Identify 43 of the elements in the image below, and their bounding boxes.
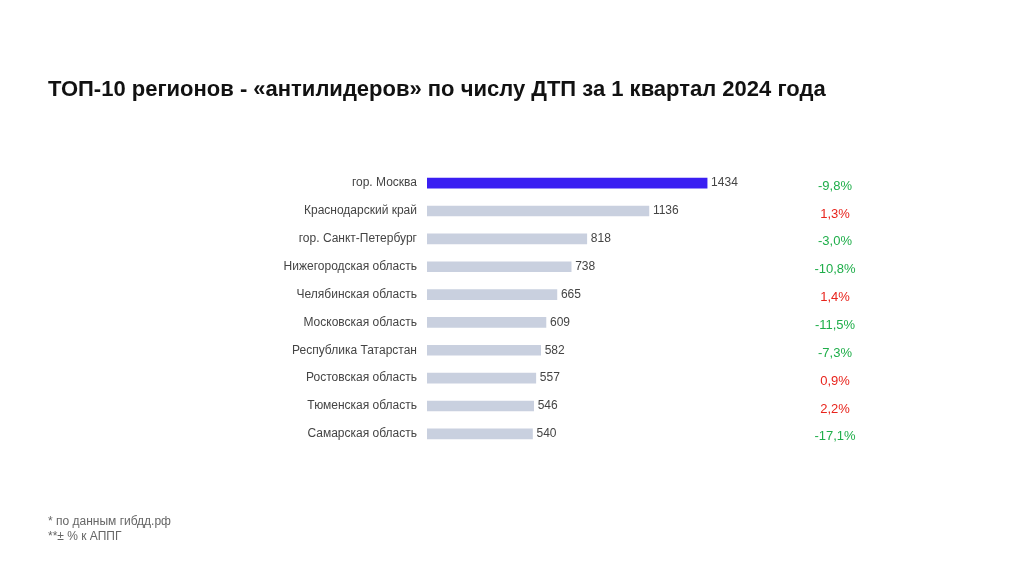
- text: -9,8%: [818, 177, 853, 193]
- bar: [427, 372, 537, 384]
- text: * по данным гибдд.рф: [48, 514, 171, 529]
- text: 2,2%: [820, 400, 851, 416]
- text: -11,5%: [814, 317, 856, 333]
- text: -3,0%: [818, 233, 853, 249]
- y-tick-label: Самарская область: [307, 426, 417, 441]
- text: **± % к АППГ: [48, 529, 123, 544]
- y-tick-label: Челябинская область: [296, 286, 417, 301]
- data-label: 1434: [711, 175, 739, 190]
- data-label: 818: [590, 231, 612, 246]
- data-label: 546: [537, 398, 558, 413]
- y-tick-label: гор. Москва: [351, 175, 418, 190]
- text: 1,4%: [820, 289, 851, 305]
- y-tick-label: Нижегородская область: [283, 259, 417, 274]
- chart-title: ТОП-10 регионов - «антилидеров» по числу ДТП за 1 квартал 2024 года: [48, 76, 826, 102]
- text: -17,1%: [814, 428, 857, 444]
- bar: [427, 289, 558, 300]
- data-label: 540: [536, 426, 557, 441]
- data-label: 738: [575, 259, 596, 274]
- data-label: 665: [560, 286, 582, 301]
- bar: [427, 233, 588, 245]
- y-tick-label: гор. Санкт-Петербург: [298, 231, 418, 246]
- text: 1,3%: [820, 205, 851, 221]
- data-label: 609: [549, 314, 571, 329]
- data-label: 557: [539, 370, 561, 385]
- y-tick-label: Ростовская область: [306, 370, 417, 385]
- bar: [427, 400, 534, 412]
- y-tick-label: Тюменская область: [307, 398, 417, 413]
- text: -10,8%: [814, 261, 857, 277]
- bar: [427, 428, 533, 440]
- text: 0,9%: [820, 372, 851, 388]
- y-tick-label: Республика Татарстан: [292, 342, 417, 357]
- bar: [427, 344, 542, 356]
- bar: [427, 317, 547, 328]
- y-tick-label: Краснодарский край: [303, 203, 417, 218]
- data-label: 582: [544, 342, 566, 357]
- y-tick-label: Московская область: [303, 314, 417, 329]
- data-label: 1136: [652, 203, 680, 218]
- bar: [427, 205, 650, 217]
- bar: [427, 261, 572, 273]
- text: -7,3%: [818, 344, 853, 360]
- bar: [427, 177, 708, 189]
